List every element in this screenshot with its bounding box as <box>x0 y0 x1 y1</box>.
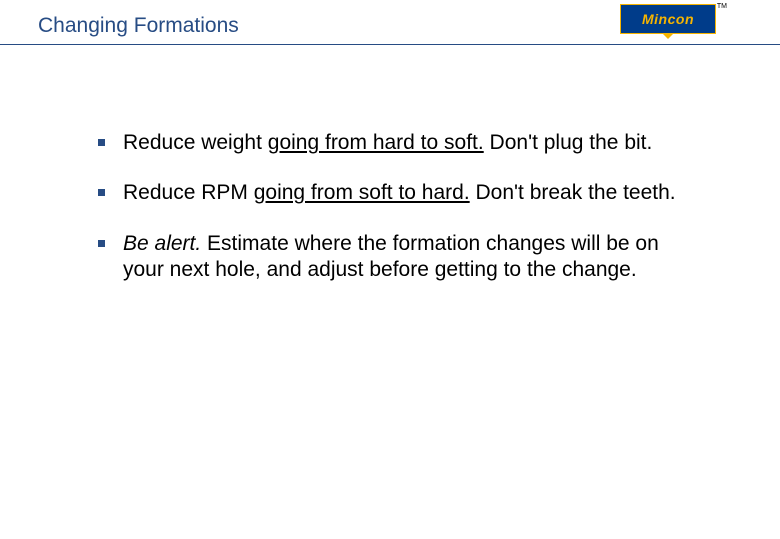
list-item-text: Be alert. Estimate where the formation c… <box>123 231 678 284</box>
list-item: Reduce RPM going from soft to hard. Don'… <box>98 180 678 206</box>
text-plain: Estimate where the formation changes wil… <box>123 232 659 281</box>
text-plain: Reduce RPM <box>123 181 254 204</box>
trademark-label: TM <box>717 3 727 10</box>
slide-title: Changing Formations <box>38 14 239 38</box>
title-underline <box>0 44 780 45</box>
brand-logo: Mincon TM <box>620 4 716 34</box>
list-item: Reduce weight going from hard to soft. D… <box>98 130 678 156</box>
slide-body: Reduce weight going from hard to soft. D… <box>98 130 678 307</box>
list-item: Be alert. Estimate where the formation c… <box>98 231 678 284</box>
text-italic: Be alert. <box>123 232 201 255</box>
text-underlined: going from hard to soft. <box>268 131 484 154</box>
text-underlined: going from soft to hard. <box>254 181 470 204</box>
list-item-text: Reduce RPM going from soft to hard. Don'… <box>123 180 676 206</box>
list-item-text: Reduce weight going from hard to soft. D… <box>123 130 652 156</box>
bullet-icon <box>98 240 105 247</box>
bullet-icon <box>98 139 105 146</box>
text-plain: Don't break the teeth. <box>470 181 676 204</box>
text-plain: Reduce weight <box>123 131 268 154</box>
slide-header: Changing Formations Mincon TM <box>0 0 780 48</box>
brand-logo-caret-icon <box>662 33 674 39</box>
bullet-icon <box>98 189 105 196</box>
brand-logo-text: Mincon <box>642 11 694 27</box>
text-plain: Don't plug the bit. <box>484 131 653 154</box>
